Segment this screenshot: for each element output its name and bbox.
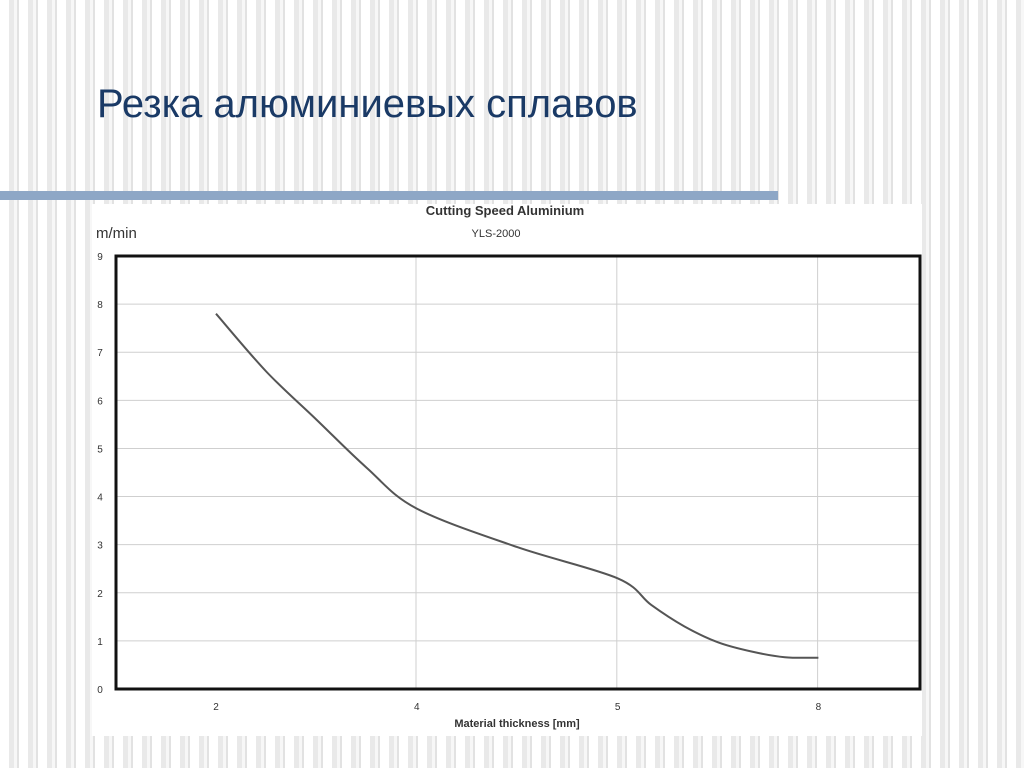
grid-lines: [116, 256, 920, 689]
y-tick-label: 4: [97, 493, 103, 504]
y-tick-label: 0: [97, 685, 103, 696]
y-tick-label: 9: [97, 252, 103, 263]
tick-labels: 0 1 2 3 4 5 6 7 8 9 2 4 5 8: [97, 252, 821, 713]
cutting-speed-chart: Cutting Speed Aluminium YLS-2000 m/min M…: [96, 204, 922, 730]
x-tick-label: 5: [615, 702, 621, 713]
y-axis-label: m/min: [96, 225, 137, 242]
slide-title: Резка алюминиевых сплавов: [97, 82, 638, 126]
x-tick-label: 4: [414, 702, 420, 713]
x-tick-label: 2: [213, 702, 219, 713]
y-tick-label: 5: [97, 444, 103, 455]
title-divider: [0, 191, 778, 200]
y-tick-label: 7: [97, 348, 103, 359]
y-tick-label: 2: [97, 589, 103, 600]
x-tick-label: 8: [816, 702, 822, 713]
x-axis-label: Material thickness [mm]: [454, 718, 580, 730]
chart-panel: Cutting Speed Aluminium YLS-2000 m/min M…: [92, 204, 922, 736]
y-tick-label: 8: [97, 300, 103, 311]
chart-subtitle: YLS-2000: [472, 228, 521, 240]
series-line: [215, 313, 819, 659]
series-layer: [215, 313, 819, 659]
y-tick-label: 6: [97, 396, 103, 407]
y-tick-label: 1: [97, 637, 103, 648]
plot-frame: [114, 254, 922, 691]
y-tick-label: 3: [97, 541, 103, 552]
chart-title: Cutting Speed Aluminium: [426, 204, 584, 218]
